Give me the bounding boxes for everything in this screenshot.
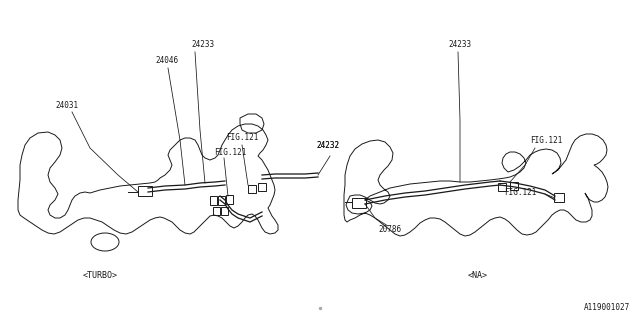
Bar [138, 186, 152, 196]
Bar [258, 183, 266, 191]
Text: FIG.121: FIG.121 [504, 188, 536, 197]
Bar [352, 198, 366, 208]
Text: <NA>: <NA> [468, 271, 488, 280]
Bar [498, 183, 506, 191]
Text: 24232: 24232 [316, 141, 339, 150]
Bar [210, 196, 217, 205]
Text: 24046: 24046 [155, 56, 178, 65]
Text: FIG.121: FIG.121 [226, 133, 259, 142]
Text: 20786: 20786 [378, 225, 401, 234]
Bar [226, 195, 233, 204]
Bar [248, 185, 256, 193]
Text: 24233: 24233 [191, 40, 214, 49]
Bar [221, 207, 228, 215]
Text: FIG.121: FIG.121 [214, 148, 246, 157]
Text: 24031: 24031 [55, 101, 78, 110]
Bar [510, 182, 518, 190]
Text: 24233: 24233 [448, 40, 471, 49]
Text: 24232: 24232 [316, 141, 339, 150]
Bar [218, 196, 225, 205]
Text: A119001027: A119001027 [584, 303, 630, 312]
Bar [554, 193, 564, 202]
Bar [213, 207, 220, 215]
Text: FIG.121: FIG.121 [530, 136, 563, 145]
Text: <TURBO>: <TURBO> [83, 271, 118, 280]
